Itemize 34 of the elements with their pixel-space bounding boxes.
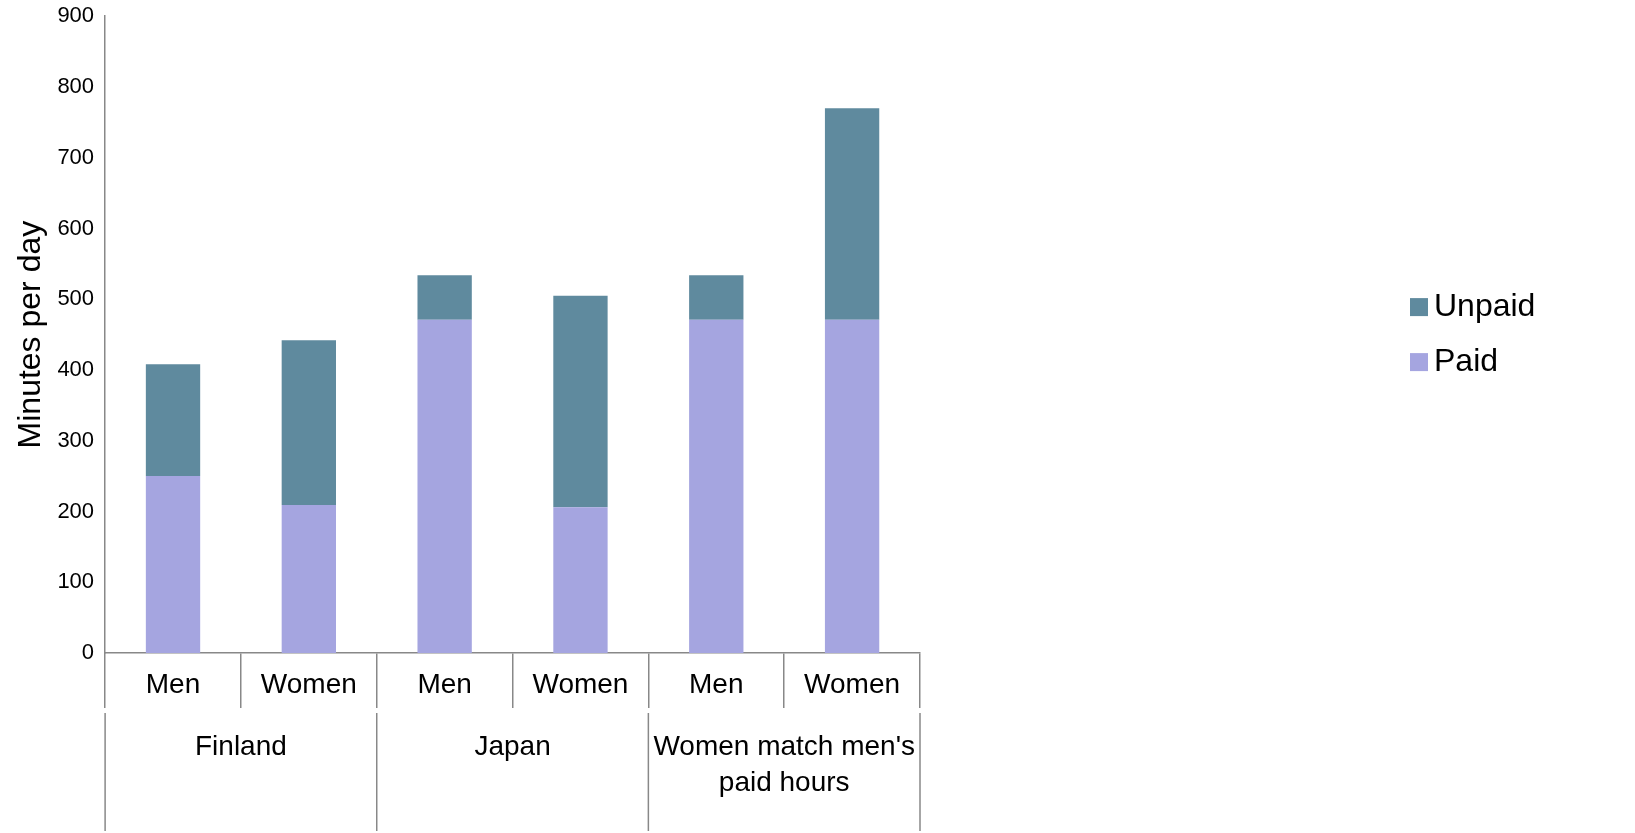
bar: [689, 275, 744, 320]
y-axis-title: Minutes per day: [11, 220, 48, 449]
bar: [553, 295, 608, 508]
y-tick-label: 500: [57, 285, 95, 311]
x-tick-label: Men: [689, 667, 744, 699]
y-tick-label: 400: [57, 356, 95, 382]
y-tick-label: 800: [57, 73, 95, 99]
bar: [281, 505, 336, 653]
bar: [824, 319, 880, 653]
bar: [145, 364, 201, 477]
legend-label: Unpaid: [1434, 286, 1536, 323]
y-tick-label: 100: [57, 568, 95, 594]
bar: [417, 275, 472, 320]
bar: [824, 108, 880, 320]
y-tick-label: 300: [57, 426, 95, 452]
x-tick-label: Men: [145, 667, 201, 699]
bar: [145, 476, 201, 653]
bar: [417, 319, 472, 653]
x-tick-label: Women: [260, 667, 357, 699]
y-tick-label: 0: [81, 639, 95, 665]
bar: [281, 340, 336, 506]
y-tick-label: 200: [57, 497, 95, 523]
y-tick-label: 900: [57, 2, 95, 28]
x-tick-label: Women: [532, 667, 629, 699]
x-tick-label: Women: [804, 667, 901, 699]
text: Finland: [195, 729, 287, 761]
text: Japan: [474, 729, 551, 761]
legend-label: Paid: [1434, 341, 1499, 378]
text: Women match men's paid hours: [653, 729, 915, 797]
bar: [553, 507, 608, 653]
x-tick-label: Men: [417, 667, 472, 699]
bar: [689, 319, 744, 653]
y-tick-label: 700: [57, 143, 95, 169]
y-tick-label: 600: [57, 214, 95, 240]
